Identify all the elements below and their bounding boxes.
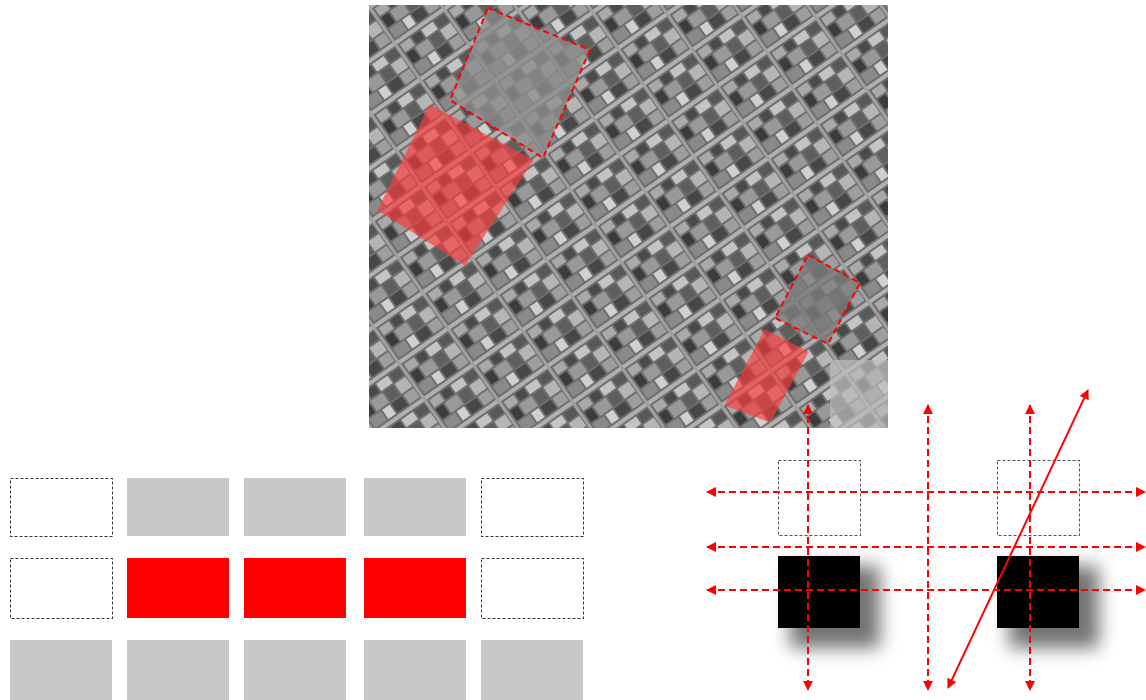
gray-cell: [244, 640, 346, 700]
gray-cell: [481, 640, 583, 700]
red-cell: [244, 558, 346, 618]
black-square: [997, 556, 1079, 628]
gray-cell: [244, 478, 346, 536]
empty-cell: [481, 478, 584, 537]
empty-cell: [10, 478, 113, 537]
gray-cell: [364, 478, 466, 536]
empty-square: [997, 460, 1080, 536]
gray-cell: [10, 640, 112, 700]
cell-grid: [10, 478, 584, 700]
gray-cell: [127, 640, 229, 700]
dashed-region: [448, 6, 592, 160]
gray-cell: [364, 640, 466, 700]
empty-cell: [10, 558, 113, 619]
empty-cell: [481, 558, 584, 619]
red-cell: [364, 558, 466, 618]
shift-diagram: [706, 389, 1146, 691]
gray-cell: [127, 478, 229, 536]
empty-square: [778, 460, 861, 536]
diagonal-arrow: [947, 389, 1089, 689]
highlighted-region: [377, 104, 534, 266]
black-square: [778, 556, 860, 628]
red-cell: [127, 558, 229, 618]
dashed-region: [773, 253, 862, 346]
highlighted-region: [724, 329, 809, 423]
